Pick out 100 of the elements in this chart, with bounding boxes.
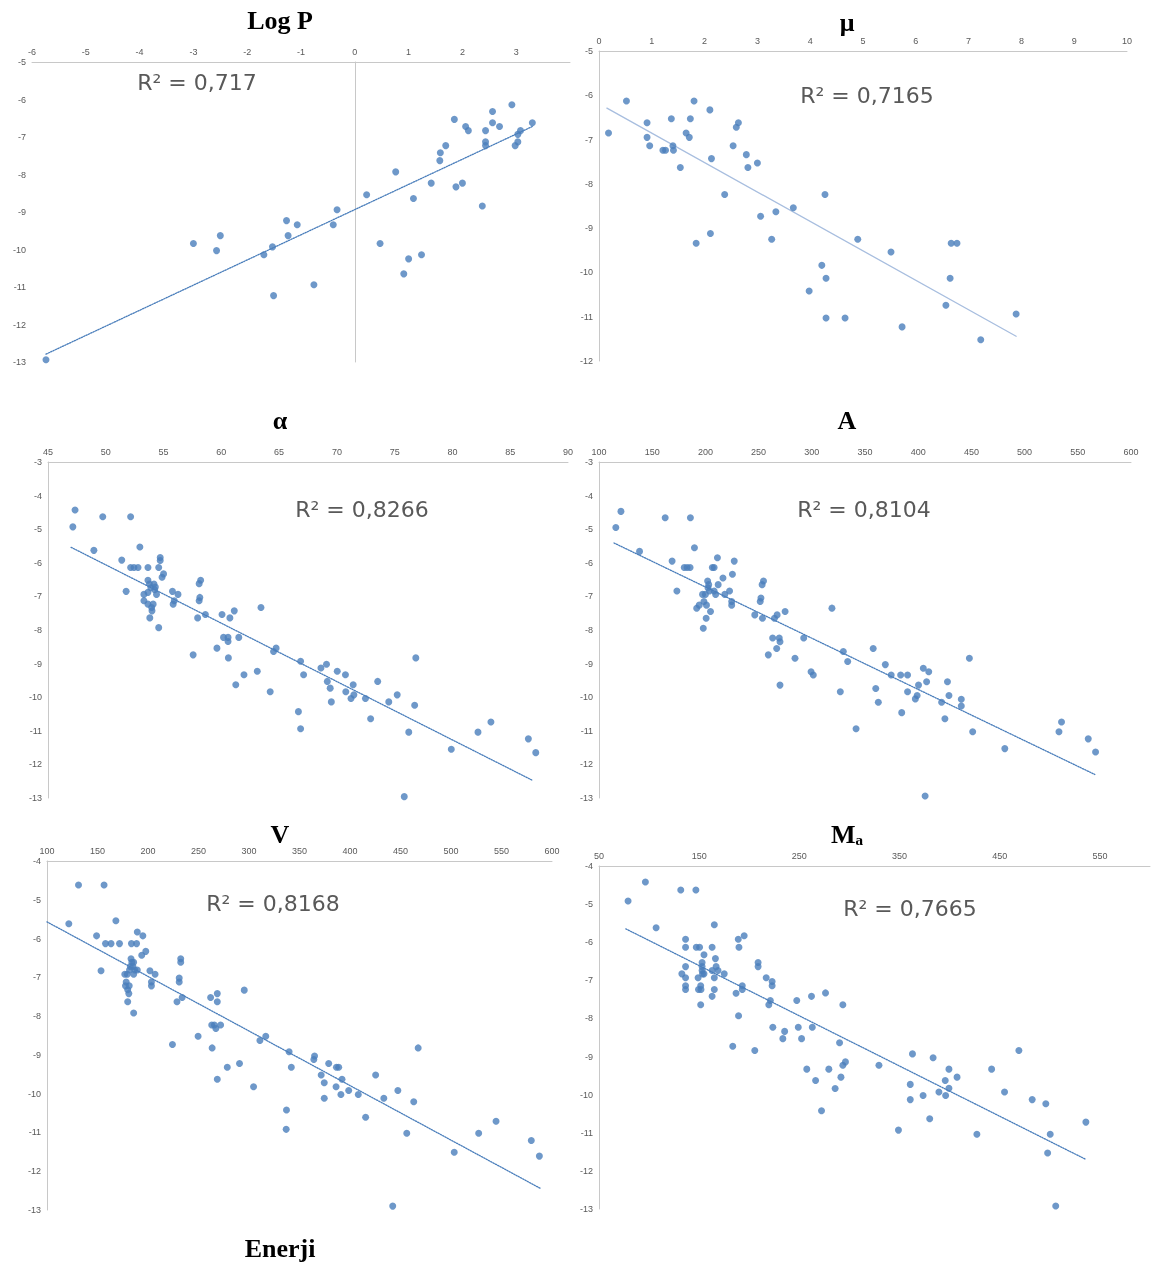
y-tick-label: -9 — [32, 1049, 41, 1060]
y-tick-label: -10 — [579, 692, 594, 703]
y-tick-label: -7 — [584, 591, 594, 602]
point — [622, 97, 630, 105]
chart-title: Log P — [247, 5, 313, 35]
x-tick-label: 3 — [513, 46, 519, 57]
point — [729, 142, 737, 150]
y-tick-label: -9 — [584, 223, 594, 234]
x-tick-label: 450 — [963, 446, 979, 457]
point — [452, 183, 460, 191]
point — [685, 133, 693, 141]
x-tick-label: 90 — [562, 446, 574, 457]
y-tick-label: -9 — [584, 1051, 594, 1062]
point — [734, 119, 742, 127]
annotation: R² = 0,7665 — [843, 895, 977, 921]
x-tick-label: 4 — [807, 35, 813, 46]
x-tick-label: 100 — [39, 845, 55, 856]
y-tick-label: -4 — [584, 861, 594, 871]
annotation: R² = 0,8104 — [797, 496, 931, 522]
x-tick-label: 600 — [544, 845, 560, 856]
y-tick-label: -3 — [33, 457, 42, 467]
point — [768, 235, 776, 243]
x-tick-label: 600 — [1123, 446, 1139, 457]
point — [329, 221, 337, 229]
point — [282, 217, 290, 225]
point — [458, 179, 466, 187]
y-tick-label: -11 — [29, 725, 42, 736]
x-tick-label: 500 — [1017, 446, 1033, 457]
point — [821, 190, 829, 198]
x-tick-label: 0 — [596, 35, 602, 46]
y-tick-label: -8 — [17, 169, 26, 180]
point — [953, 239, 961, 247]
x-tick-label: 350 — [892, 850, 908, 861]
x-tick-label: 1 — [649, 35, 655, 46]
y-tick-label: -12 — [579, 1165, 594, 1176]
x-tick-label: 8 — [1018, 35, 1024, 46]
point — [643, 133, 651, 141]
x-tick-label: 2 — [702, 35, 708, 46]
x-tick-label: 400 — [910, 446, 926, 457]
annotation: R² = 0,8168 — [206, 890, 340, 916]
y-tick-label: -8 — [32, 1011, 41, 1022]
y-tick-label: -7 — [17, 132, 26, 142]
x-tick-label: -1 — [296, 46, 306, 57]
y-tick-label: -10 — [12, 244, 26, 255]
point — [482, 127, 490, 135]
y-tick-label: -5 — [584, 524, 594, 535]
point — [707, 155, 715, 163]
x-tick-label: 550 — [1070, 446, 1086, 457]
x-tick-label: 350 — [857, 446, 873, 457]
point — [464, 127, 472, 135]
point — [676, 163, 684, 171]
y-tick-label: -12 — [579, 356, 594, 366]
x-tick-label: 250 — [190, 845, 207, 856]
y-tick-label: -9 — [584, 658, 594, 669]
x-tick-label: 85 — [505, 446, 516, 457]
chart-title: A — [837, 405, 857, 435]
point — [482, 142, 490, 150]
point — [706, 106, 714, 114]
y-tick-label: -8 — [584, 178, 594, 189]
point — [260, 251, 268, 259]
y-tick-label: -3 — [584, 457, 594, 467]
x-tick-label: 75 — [389, 446, 400, 457]
x-tick-label: 550 — [1092, 850, 1108, 861]
x-tick-label: 300 — [241, 845, 257, 856]
point — [436, 149, 444, 157]
point — [508, 101, 516, 109]
x-tick-label: 450 — [992, 850, 1008, 861]
y-tick-label: -13 — [579, 793, 594, 803]
y-tick-label: -13 — [27, 1205, 41, 1215]
y-tick-label: -8 — [584, 625, 594, 635]
y-tick-label: -13 — [28, 793, 42, 803]
y-tick-label: -6 — [33, 557, 42, 568]
x-tick-label: 7 — [966, 35, 972, 46]
point — [789, 204, 797, 212]
point — [744, 163, 752, 171]
point — [436, 157, 444, 165]
x-tick-label: 200 — [697, 446, 713, 457]
point — [977, 336, 985, 344]
point — [818, 261, 826, 269]
x-tick-label: 300 — [804, 446, 820, 457]
y-tick-label: -7 — [32, 972, 41, 983]
y-tick-label: -10 — [579, 1089, 594, 1100]
point — [721, 190, 729, 198]
y-tick-label: -4 — [33, 490, 42, 501]
point — [496, 123, 504, 130]
x-tick-label: 45 — [42, 446, 54, 457]
point — [270, 292, 278, 300]
x-tick-label: 400 — [342, 845, 358, 856]
x-tick-label: -4 — [135, 46, 144, 57]
point — [478, 202, 486, 210]
point — [757, 212, 765, 220]
x-tick-label: 100 — [591, 446, 607, 457]
point — [753, 159, 761, 167]
y-tick-label: -8 — [584, 1013, 594, 1024]
y-tick-label: -6 — [17, 94, 26, 105]
x-tick-label: 150 — [691, 850, 707, 861]
point — [669, 146, 677, 154]
point — [189, 240, 197, 247]
y-tick-label: -9 — [17, 207, 26, 217]
x-tick-label: 450 — [392, 845, 409, 856]
